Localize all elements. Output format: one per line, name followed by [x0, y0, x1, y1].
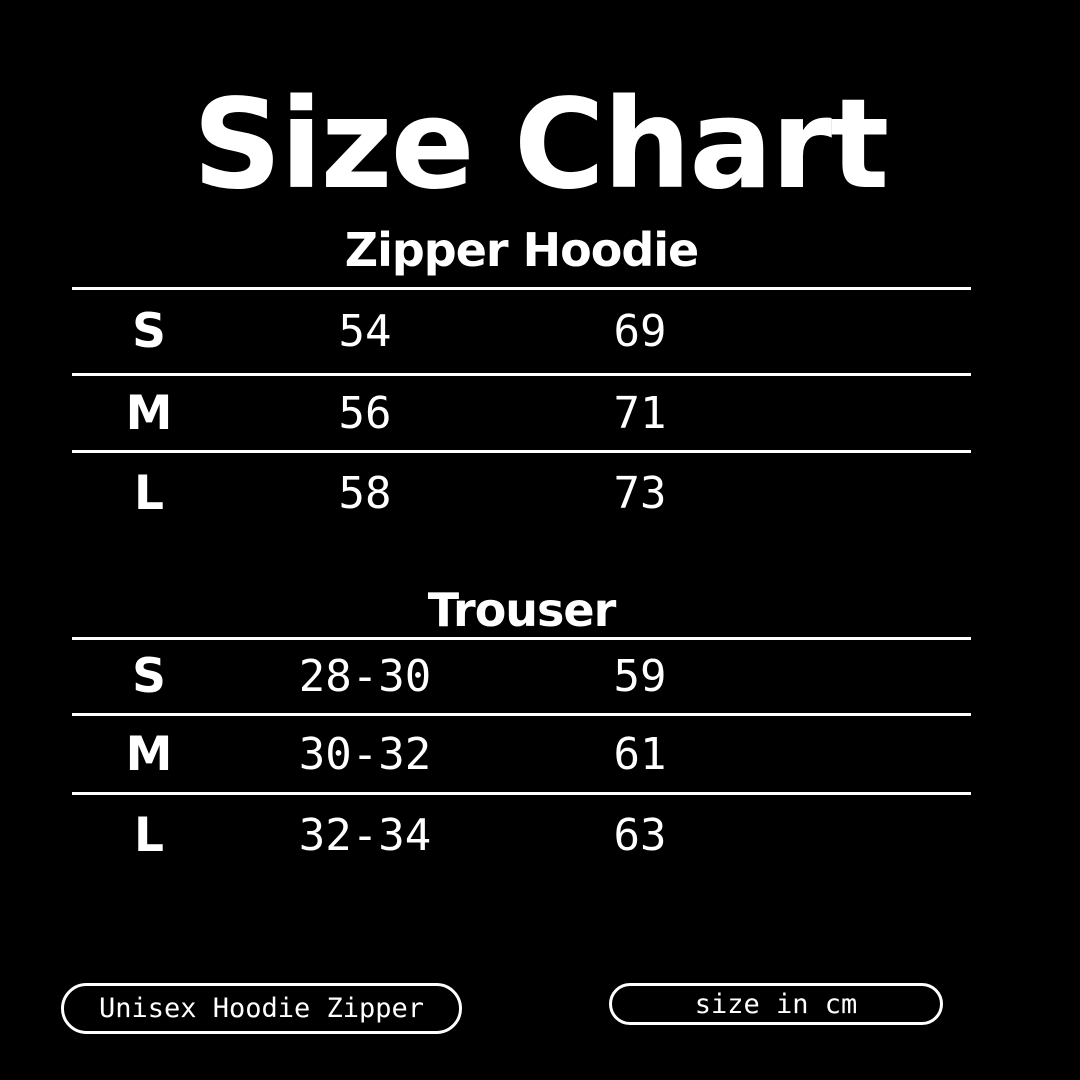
- measurement-value: 54: [338, 306, 392, 357]
- measurement-value: 28-30: [298, 651, 432, 702]
- section-heading-trouser: Trouser: [427, 583, 617, 637]
- measurement-value: 30-32: [298, 728, 432, 780]
- size-label: M: [125, 726, 173, 782]
- measurement-value: 73: [613, 467, 667, 519]
- table-row: S 54 69: [72, 290, 971, 376]
- measurement-value: 59: [613, 651, 667, 702]
- table-row: M 56 71: [72, 376, 971, 453]
- measurement-value: 58: [338, 467, 392, 519]
- table-row: L 32-34 63: [72, 795, 971, 875]
- measurement-value: 71: [613, 387, 667, 439]
- unit-badge-label: size in cm: [694, 988, 858, 1020]
- unit-badge: size in cm: [609, 983, 943, 1025]
- size-label: L: [134, 807, 164, 863]
- page-title: Size Chart: [192, 73, 890, 217]
- size-label: S: [132, 304, 166, 359]
- table-row: L 58 73: [72, 453, 971, 533]
- table-row: M 30-32 61: [72, 716, 971, 795]
- product-name-badge: Unisex Hoodie Zipper: [61, 983, 462, 1034]
- measurement-value: 69: [613, 306, 667, 357]
- product-name-badge-label: Unisex Hoodie Zipper: [98, 993, 425, 1024]
- size-table-zipper-hoodie: S 54 69 M 56 71 L 58 73: [72, 287, 971, 533]
- size-label: S: [132, 649, 166, 704]
- size-table-trouser: S 28-30 59 M 30-32 61 L 32-34 63: [72, 637, 971, 875]
- section-heading-zipper-hoodie: Zipper Hoodie: [344, 223, 699, 277]
- size-label: L: [134, 465, 164, 521]
- size-label: M: [125, 385, 173, 441]
- table-row: S 28-30 59: [72, 640, 971, 716]
- measurement-value: 56: [338, 387, 392, 439]
- measurement-value: 32-34: [298, 809, 432, 861]
- measurement-value: 63: [613, 809, 667, 861]
- measurement-value: 61: [613, 728, 667, 780]
